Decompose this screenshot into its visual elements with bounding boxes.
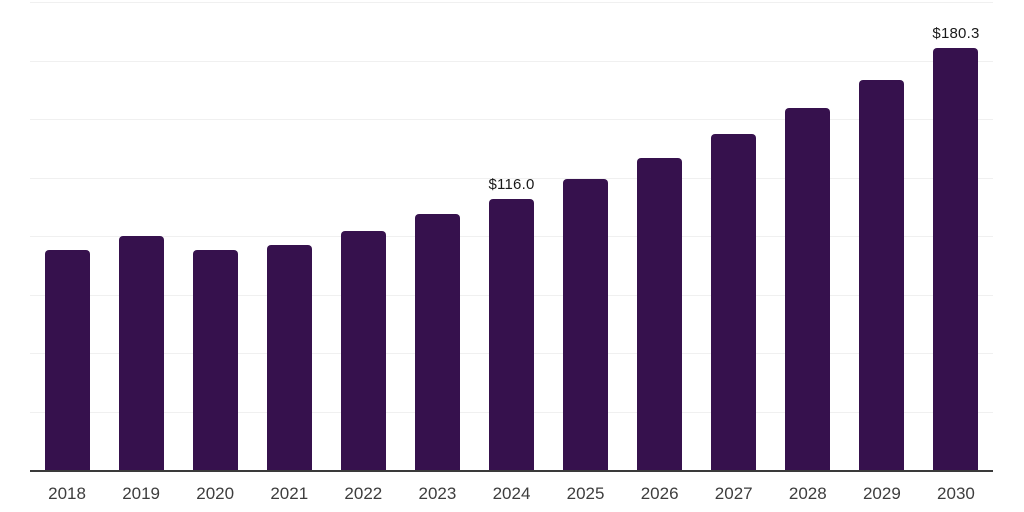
bar-2027 bbox=[711, 133, 757, 470]
x-axis-label: 2018 bbox=[48, 484, 86, 503]
bar-value-label: $180.3 bbox=[932, 25, 980, 43]
bar-2025 bbox=[563, 178, 609, 470]
bar-2023 bbox=[414, 213, 460, 470]
x-axis-label: 2026 bbox=[640, 484, 679, 503]
bar-2024 bbox=[489, 198, 534, 470]
x-axis-label: 2028 bbox=[788, 484, 827, 503]
gridline bbox=[30, 119, 993, 120]
x-axis-label: 2021 bbox=[270, 484, 309, 503]
x-axis: 2018 2019 2020 2021 2022 2023 2024 2025 2026 2027… bbox=[30, 481, 993, 507]
bar-2022 bbox=[340, 231, 386, 470]
x-axis-label: 2019 bbox=[122, 484, 161, 503]
bar-2029 bbox=[859, 79, 905, 470]
gridline bbox=[30, 177, 993, 179]
bar-2020 bbox=[192, 249, 238, 470]
gridline bbox=[30, 2, 993, 3]
bar-2026 bbox=[637, 157, 683, 470]
x-axis-label: 2029 bbox=[862, 484, 901, 503]
x-axis-label: 2023 bbox=[418, 484, 457, 503]
x-axis-label: 2024 bbox=[492, 484, 531, 503]
bar-2021 bbox=[266, 244, 312, 470]
bar-2030 bbox=[933, 48, 979, 470]
x-axis-label: 2030 bbox=[937, 484, 975, 503]
x-axis-line bbox=[30, 470, 993, 472]
bar-2019 bbox=[118, 236, 164, 470]
x-axis-label: 2027 bbox=[714, 484, 753, 503]
x-axis-label: 2025 bbox=[566, 484, 605, 503]
x-axis-label: 2020 bbox=[196, 484, 235, 503]
bar-2028 bbox=[785, 107, 831, 470]
x-axis-label: 2022 bbox=[344, 484, 383, 503]
plot-area: $116.0 $180.3 bbox=[30, 2, 993, 472]
bar-value-label: $116.0 bbox=[488, 175, 535, 193]
bar-2018 bbox=[44, 250, 90, 470]
gridline bbox=[30, 60, 993, 62]
